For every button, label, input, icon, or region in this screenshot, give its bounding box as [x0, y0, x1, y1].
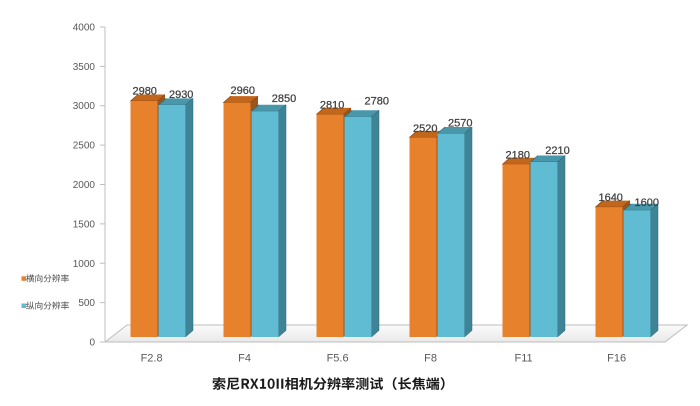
svg-text:2960: 2960 [231, 85, 255, 97]
svg-text:4000: 4000 [73, 23, 96, 34]
svg-text:F11: F11 [515, 353, 533, 365]
svg-text:F2.8: F2.8 [141, 353, 163, 365]
svg-text:2980: 2980 [132, 86, 156, 98]
svg-text:1600: 1600 [635, 197, 659, 209]
svg-text:2000: 2000 [73, 180, 96, 191]
svg-text:0: 0 [89, 338, 95, 349]
svg-text:1000: 1000 [73, 259, 96, 270]
svg-text:F4: F4 [238, 353, 251, 365]
svg-text:500: 500 [78, 298, 95, 309]
svg-text:F5.6: F5.6 [327, 353, 349, 365]
svg-text:2520: 2520 [413, 123, 437, 135]
svg-text:2180: 2180 [506, 150, 530, 162]
svg-text:F16: F16 [607, 353, 626, 365]
svg-text:F8: F8 [424, 353, 437, 365]
svg-text:2570: 2570 [448, 117, 472, 129]
svg-text:2780: 2780 [365, 96, 389, 108]
svg-text:2210: 2210 [545, 145, 569, 157]
svg-text:2930: 2930 [169, 89, 193, 101]
svg-text:1500: 1500 [73, 219, 96, 230]
svg-text:2810: 2810 [320, 100, 344, 112]
svg-text:2850: 2850 [272, 93, 296, 105]
svg-text:3500: 3500 [73, 62, 96, 73]
svg-text:1640: 1640 [598, 192, 622, 204]
svg-text:2500: 2500 [73, 141, 96, 152]
svg-text:3000: 3000 [73, 101, 96, 112]
